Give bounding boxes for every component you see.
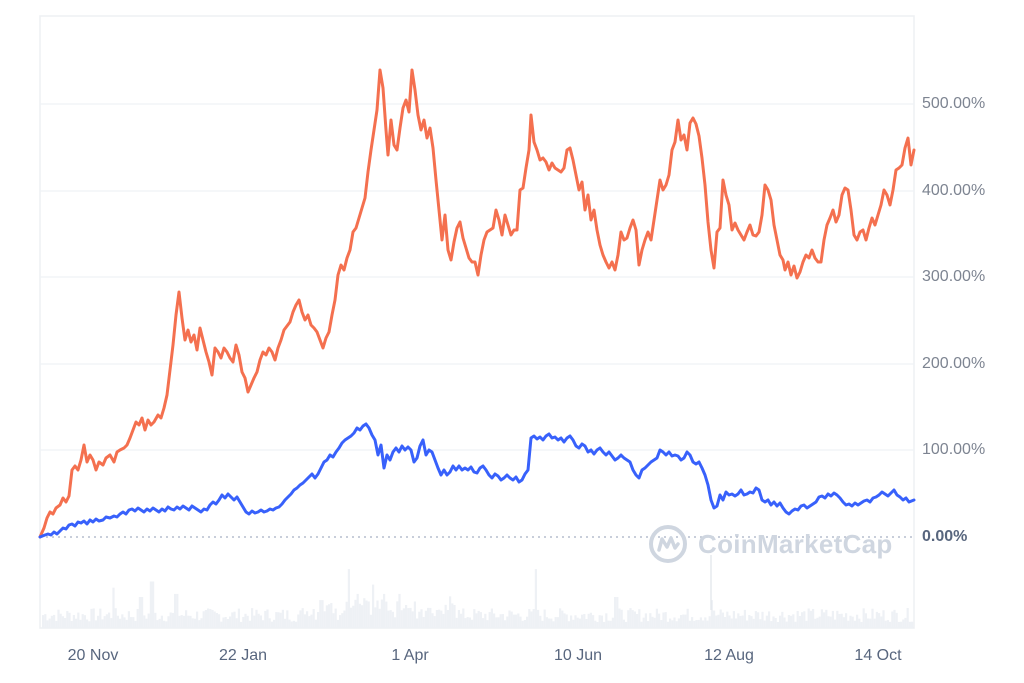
x-axis-label-20-nov: 20 Nov xyxy=(67,647,119,664)
x-axis-label-12-aug: 12 Aug xyxy=(704,647,754,664)
y-axis-label-400: 400.00% xyxy=(922,182,986,199)
y-axis-label-500: 500.00% xyxy=(922,95,986,112)
volume-bars xyxy=(42,569,914,628)
y-axis-label-0: 0.00% xyxy=(922,528,968,545)
x-axis-label-22-jan: 22 Jan xyxy=(218,647,268,664)
x-axis-label-14-oct: 14 Oct xyxy=(854,647,902,664)
plot-frame xyxy=(39,15,915,629)
blue-series-line xyxy=(38,422,916,539)
y-axis-label-300: 300.00% xyxy=(922,268,986,285)
coinmarketcap-watermark: CoinMarketCap xyxy=(648,522,893,566)
y-axis-label-100: 100.00% xyxy=(922,441,986,458)
x-axis-label-10-jun: 10 Jun xyxy=(553,647,603,664)
y-axis-label-200: 200.00% xyxy=(922,355,986,372)
watermark-text: CoinMarketCap xyxy=(698,528,893,559)
orange-series-line xyxy=(38,68,916,539)
coinmarketcap-logo-icon xyxy=(649,525,687,563)
x-axis-label-1-apr: 1 Apr xyxy=(391,647,429,664)
